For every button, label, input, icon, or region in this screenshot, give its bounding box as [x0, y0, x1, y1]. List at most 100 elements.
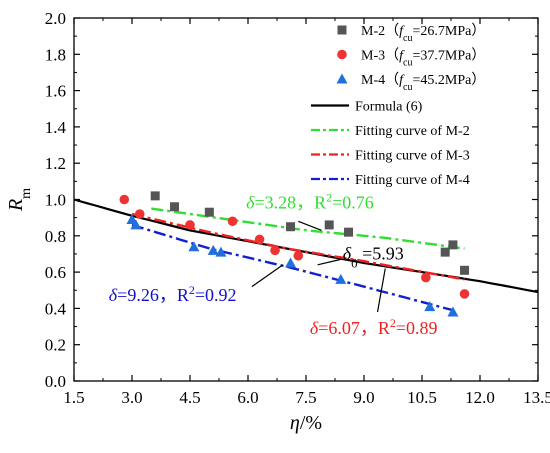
x-axis-label: η/%: [290, 412, 322, 434]
annotation-text: =5.93: [358, 243, 404, 263]
y-tick-label: 1.4: [45, 118, 67, 137]
x-tick-label: 12.0: [465, 388, 495, 407]
annotation-sup: 2: [189, 283, 195, 297]
point-m-2: [170, 202, 180, 212]
annotation-sub: 0: [351, 255, 358, 270]
y-tick-label: 1.0: [45, 191, 66, 210]
point-m-2: [460, 265, 470, 275]
point-m-2: [204, 207, 214, 217]
point-m-3: [459, 289, 470, 299]
x-tick-label: 1.5: [63, 388, 84, 407]
legend-label-m-4: M-4（fcu=45.2MPa）: [361, 72, 485, 93]
annotation-tail: =0.76: [332, 193, 374, 213]
y-tick-label: 0.0: [45, 372, 66, 391]
point-m-2: [440, 247, 450, 257]
y-axis-label: Rm: [5, 188, 34, 212]
y-axis-label-sub: m: [19, 188, 34, 199]
point-m-2: [286, 222, 296, 232]
legend-marker-m-3: [337, 49, 347, 60]
point-m-4: [215, 246, 227, 257]
legend-f: f: [399, 24, 405, 39]
point-m-4: [207, 244, 219, 255]
legend: M-2（fcu=26.7MPa）M-3（fcu=37.7MPa）M-4（fcu=…: [311, 23, 485, 188]
legend-series-name: M-3（: [361, 48, 399, 64]
m3-leader: [376, 268, 386, 313]
y-tick-label: 0.6: [45, 263, 66, 282]
plot-layer: [73, 191, 539, 317]
annotation-sup: 2: [326, 191, 332, 205]
annotation-text: =6.07，R: [318, 318, 390, 338]
annotation-tail: =0.89: [396, 318, 438, 338]
point-m-4: [285, 257, 297, 268]
point-m-3: [254, 234, 265, 245]
annotation-delta: δ: [109, 285, 118, 305]
annotation-formula: δ0 =5.93: [343, 243, 404, 270]
curve-fit-m-4: [131, 223, 454, 312]
point-m-2: [448, 240, 458, 250]
x-tick-label: 6.0: [237, 388, 258, 407]
point-m-3: [119, 194, 130, 205]
y-tick-label: 1.2: [45, 154, 66, 173]
point-m-3: [185, 220, 195, 230]
legend-f-value: =26.7MPa）: [412, 23, 485, 39]
annotation-m4-fit: δ=9.26，R2=0.92: [109, 283, 237, 305]
legend-marker-m-2: [337, 25, 347, 35]
axes-layer: 1.5 3.0 4.5 6.0 7.5 9.0 10.5 12.0 13.5 0.0 0.2 0.4 0…: [5, 9, 550, 434]
y-tick-label: 1.6: [45, 82, 66, 101]
y-tick-label: 2.0: [45, 9, 66, 28]
point-m-4: [335, 273, 347, 284]
x-axis-label-unit: /%: [300, 412, 322, 434]
x-axis-label-symbol: η: [290, 412, 300, 434]
legend-curve-label: Fitting curve of M-3: [355, 149, 470, 164]
point-m-3: [293, 250, 304, 261]
legend-f-sub: cu: [403, 33, 412, 44]
y-axis-label-symbol: R: [5, 199, 27, 212]
legend-curve-label: Formula (6): [355, 100, 423, 115]
annotation-text: =3.28，R: [254, 193, 326, 213]
point-m-2: [324, 220, 334, 230]
m4-leader: [251, 264, 284, 288]
point-m-4: [447, 306, 459, 317]
annotation-m3-fit: δ=6.07，R2=0.89: [310, 316, 438, 338]
legend-f-sub: cu: [403, 82, 412, 93]
point-m-4: [188, 241, 200, 252]
annotation-delta: δ: [310, 318, 319, 338]
formula-leader: [317, 258, 341, 266]
legend-curve-label: Fitting curve of M-2: [355, 124, 470, 139]
legend-f-value: =37.7MPa）: [412, 48, 485, 64]
y-tick-label: 1.8: [45, 45, 66, 64]
annotation-m2-fit: δ=3.28，R2=0.76: [246, 191, 374, 213]
legend-f: f: [399, 73, 405, 88]
annotation-tail: =0.92: [195, 285, 237, 305]
legend-f-value: =45.2MPa）: [412, 72, 485, 88]
annotation-delta: δ: [343, 243, 352, 263]
x-tick-label: 9.0: [353, 388, 374, 407]
legend-f: f: [399, 49, 405, 64]
point-m-3: [270, 245, 280, 256]
point-m-4: [424, 301, 436, 312]
x-tick-label: 13.5: [523, 388, 550, 407]
curve-fit-m-2: [151, 207, 465, 250]
legend-curve-label: Fitting curve of M-4: [355, 173, 470, 188]
point-m-4: [130, 219, 142, 230]
x-tick-label: 3.0: [121, 388, 142, 407]
y-tick-label: 0.4: [45, 299, 67, 318]
legend-marker-m-4: [336, 73, 348, 84]
annotation-sup: 2: [390, 316, 396, 330]
legend-label-m-2: M-2（fcu=26.7MPa）: [361, 23, 485, 44]
m2-leader: [298, 220, 322, 231]
x-tick-label: 4.5: [179, 388, 200, 407]
annotation-delta: δ: [246, 193, 255, 213]
legend-f-sub: cu: [403, 57, 412, 68]
point-m-3: [134, 209, 145, 219]
legend-label-m-3: M-3（fcu=37.7MPa）: [361, 48, 485, 69]
point-m-2: [344, 227, 354, 237]
x-tick-label: 7.5: [295, 388, 316, 407]
point-m-3: [421, 272, 431, 283]
annotation-text: =9.26，R: [117, 285, 189, 305]
y-tick-label: 0.8: [45, 227, 66, 246]
x-tick-label: 10.5: [407, 388, 437, 407]
point-m-3: [227, 216, 238, 227]
